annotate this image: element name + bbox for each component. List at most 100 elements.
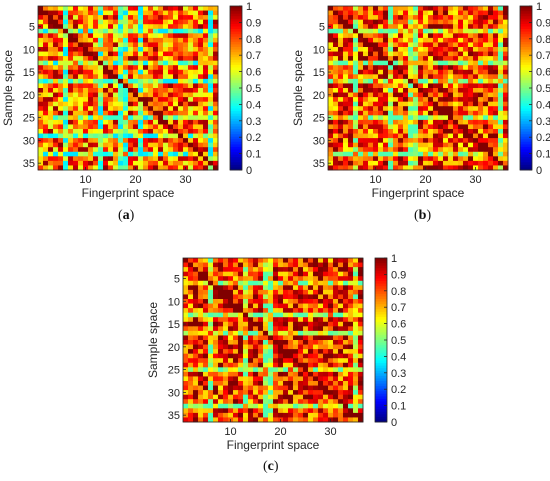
heatmap-cell [478,133,484,139]
heatmap-cell [113,10,119,16]
heatmap-cell [68,160,74,166]
heatmap-cell [108,74,114,80]
heatmap-cell [408,115,414,121]
heatmap-cell [383,33,389,39]
heatmap-cell [323,371,329,377]
heatmap-cell [398,106,404,112]
heatmap-cell [388,124,394,130]
heatmap-cell [148,10,154,16]
heatmap-cell [198,349,204,355]
heatmap-cell [353,60,359,66]
heatmap-cell [303,349,309,355]
heatmap-cell [483,28,489,34]
heatmap-cell [78,78,84,84]
heatmap-cell [338,88,344,93]
heatmap-cell [373,24,379,30]
heatmap-cell [138,24,144,30]
heatmap-cell [353,358,359,364]
heatmap-cell [78,129,84,134]
heatmap-cell [53,6,59,11]
heatmap-cell [343,412,349,418]
heatmap-cell [158,88,164,93]
heatmap-cell [358,403,364,409]
heatmap-cell [58,129,64,134]
heatmap-cell [373,151,379,157]
heatmap-cell [83,56,89,62]
y-axis-label: Sample space [1,50,15,126]
heatmap-cell [363,6,369,11]
heatmap-cell [468,6,474,11]
heatmap-cell [118,138,124,144]
heatmap-cell [208,344,214,350]
heatmap-cell [248,294,254,300]
heatmap-cell [83,119,89,125]
heatmap-cell [443,147,449,153]
heatmap-cell [213,321,219,327]
heatmap-cell [313,312,319,318]
heatmap-cell [433,124,439,130]
heatmap-cell [183,317,189,323]
heatmap-cell [498,15,504,21]
heatmap-cell [418,147,424,153]
heatmap-cell [463,142,469,148]
colorbar-step [375,263,387,267]
heatmap-cell [108,97,114,103]
heatmap-cell [193,308,199,314]
heatmap-cell [358,106,364,112]
heatmap-cell [408,69,414,75]
heatmap-cell [238,349,244,355]
heatmap-cell [503,165,509,171]
heatmap-cell [428,60,434,66]
heatmap-cell [53,19,59,25]
heatmap-cell [328,147,334,153]
colorbar-step [520,111,532,115]
heatmap-cell [123,165,129,171]
heatmap-cell [418,47,424,52]
colorbar-step [520,105,532,109]
heatmap-cell [243,394,249,400]
heatmap-cell [338,110,344,116]
heatmap-cell [103,115,109,121]
heatmap-cell [213,6,219,11]
heatmap-cell [203,340,209,345]
heatmap-cell [243,403,249,409]
heatmap-cell [98,19,104,25]
heatmap-cell [73,6,79,11]
heatmap-cell [483,78,489,84]
heatmap-cell [193,119,199,125]
heatmap-cell [38,19,44,25]
heatmap-cell [198,353,204,359]
heatmap-cell [488,142,494,148]
heatmap-cell [268,417,274,423]
heatmap-cell [138,56,144,62]
heatmap-cell [378,147,384,153]
heatmap-cell [183,65,189,71]
heatmap-cell [418,56,424,62]
heatmap-cell [413,42,419,48]
heatmap-cell [233,399,239,405]
heatmap-cell [353,276,359,282]
heatmap-cell [378,151,384,157]
heatmap-cell [88,24,94,30]
heatmap-cell [398,97,404,103]
heatmap-cell [148,19,154,25]
heatmap-cell [203,280,209,286]
heatmap-cell [268,358,274,364]
heatmap-cell [243,340,249,345]
heatmap-cell [248,344,254,350]
heatmap-cell [338,353,344,359]
heatmap-cell [363,33,369,39]
heatmap-cell [358,56,364,62]
heatmap-cell [43,19,49,25]
heatmap-cell [263,317,269,323]
colorbar-step [230,152,242,156]
heatmap-cell [498,124,504,130]
heatmap-cell [353,317,359,323]
heatmap-cell [503,92,509,98]
heatmap-cell [418,6,424,11]
heatmap-cell [208,299,214,304]
heatmap-cell [238,280,244,286]
heatmap-cell [208,6,214,11]
heatmap-cell [308,321,314,327]
heatmap-cell [68,47,74,52]
